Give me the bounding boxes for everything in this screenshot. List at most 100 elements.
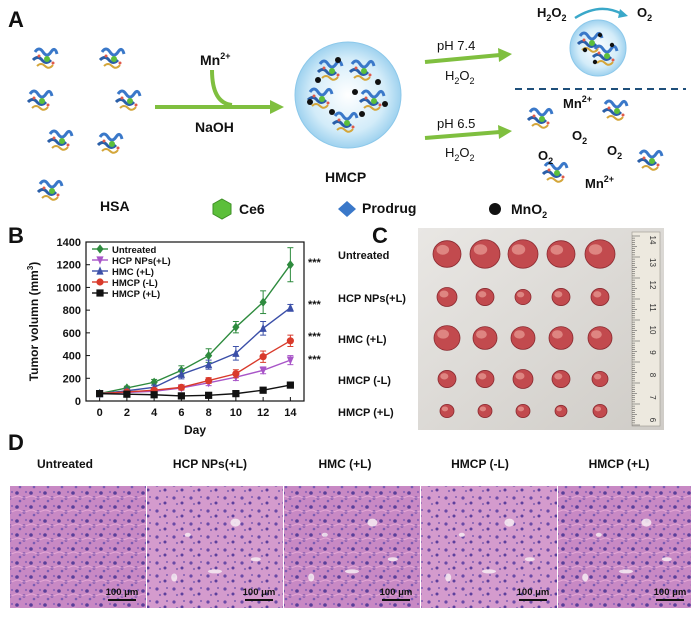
data-point — [286, 356, 294, 365]
tumor-sample — [472, 326, 498, 350]
tumor-highlight — [594, 406, 602, 412]
histology-void — [458, 532, 465, 537]
tumor-volume-chart: 0 200 400 600 800 1000 1200 1400 0 2 4 6 8 10 12 14 Day T… — [26, 237, 322, 437]
histology-label: HMCP (+L) — [589, 457, 650, 471]
panel-d-letter: D — [8, 430, 24, 455]
tumor-sample — [433, 325, 461, 351]
tumor-sample — [590, 288, 610, 306]
data-point — [286, 381, 294, 389]
photo-background — [418, 228, 664, 430]
data-point — [205, 376, 213, 385]
data-point — [205, 360, 213, 369]
series-hmcp-l- — [96, 381, 294, 400]
legend-label: HMCP (-L) — [112, 278, 158, 289]
dissociated-proteins — [526, 99, 664, 184]
tumor-sample — [546, 240, 576, 268]
tumor-highlight — [476, 330, 487, 339]
data-point — [205, 350, 213, 361]
series-line — [99, 307, 291, 395]
tumor-highlight — [441, 406, 449, 412]
tumor-sample — [514, 288, 532, 305]
tumor-sample — [512, 369, 534, 389]
tumor-highlight — [517, 291, 525, 298]
stable-nanoparticle — [569, 19, 627, 77]
histology-void — [345, 569, 359, 574]
tumor-sample — [507, 239, 539, 269]
tumor-highlight — [436, 244, 450, 255]
histology-label: HMCP (-L) — [451, 457, 509, 471]
data-point — [177, 392, 185, 400]
histology-void — [321, 532, 328, 537]
tumor-highlight — [479, 406, 487, 412]
scale-bar-label: 100 μm — [106, 587, 139, 598]
histology-void — [661, 557, 672, 562]
data-point — [150, 391, 158, 399]
legend-hsa-label: HSA — [100, 198, 130, 214]
catalysis-curve-arrow — [574, 7, 623, 20]
tumor-sample — [439, 403, 455, 419]
x-tick-label: 8 — [206, 407, 212, 419]
data-point — [96, 266, 104, 275]
data-point — [177, 383, 185, 391]
y-axis-label-main: Tumor volumn (mm — [27, 270, 41, 381]
histology-void — [582, 573, 589, 582]
tumor-highlight — [517, 406, 525, 412]
synthesis-arrow — [155, 69, 284, 114]
tumor-sample — [551, 370, 571, 388]
data-point — [259, 353, 267, 361]
tumor-sample — [592, 403, 608, 419]
tumor-row-label: Untreated — [338, 250, 389, 262]
hmcp-label: HMCP — [325, 169, 366, 185]
released-mn-1: Mn2+ — [563, 94, 592, 111]
histology-void — [504, 518, 515, 527]
released-o2-2: O2 — [538, 148, 553, 166]
y-tick-label: 0 — [75, 396, 81, 408]
ruler-number: 8 — [648, 373, 657, 378]
catalysis-o2: O2 — [637, 5, 652, 23]
tumor-photo-panel: Untreated HCP NPs(+L) HMC (+L) HMCP (-L) HMC… — [338, 228, 664, 430]
legend-label: HMC (+L) — [112, 267, 154, 278]
y-tick-label: 1000 — [57, 282, 81, 294]
y-axis-label-close: ) — [27, 262, 41, 266]
ruler-number: 13 — [648, 258, 657, 267]
histology-void — [387, 557, 398, 562]
tumor-highlight — [440, 373, 449, 380]
mno2-icon — [489, 203, 501, 215]
ruler-number: 7 — [648, 395, 657, 400]
y-tick-label: 800 — [63, 305, 81, 317]
data-point — [259, 323, 267, 332]
tumor-sample — [587, 326, 613, 350]
tumor-sample — [554, 404, 568, 418]
legend-label: Untreated — [112, 245, 157, 256]
y-tick-label: 1400 — [57, 237, 81, 249]
tumor-highlight — [437, 329, 449, 339]
ruler-number: 11 — [648, 303, 657, 312]
histology-image — [10, 486, 146, 608]
panel-a-legend: HSA Ce6 Prodrug MnO2 — [100, 198, 547, 220]
data-point — [96, 289, 104, 297]
x-tick-label: 10 — [230, 407, 242, 419]
tumor-sample — [591, 370, 609, 387]
data-point — [232, 348, 240, 357]
x-tick-label: 0 — [97, 407, 103, 419]
y-tick-label: 600 — [63, 328, 81, 340]
data-point — [150, 377, 158, 387]
scale-bar-label: 100 μm — [517, 587, 550, 598]
data-point — [96, 390, 104, 398]
histology-void — [250, 557, 261, 562]
x-tick-label: 2 — [124, 407, 130, 419]
histology-image — [284, 486, 420, 608]
y-tick-label: 1200 — [57, 260, 81, 272]
tumor-sample — [515, 403, 531, 419]
panel-a-letter: A — [8, 7, 24, 32]
tumor-highlight — [556, 407, 562, 412]
histology-image — [558, 486, 691, 608]
histology-void — [230, 518, 241, 527]
tumor-row-label: HCP NPs(+L) — [338, 293, 406, 305]
data-point — [286, 303, 294, 312]
histology-panel: Untreated HCP NPs(+L) HMC (+L) HMCP (-L) HMC… — [10, 457, 691, 608]
data-point — [232, 322, 240, 332]
tumor-highlight — [593, 291, 602, 298]
